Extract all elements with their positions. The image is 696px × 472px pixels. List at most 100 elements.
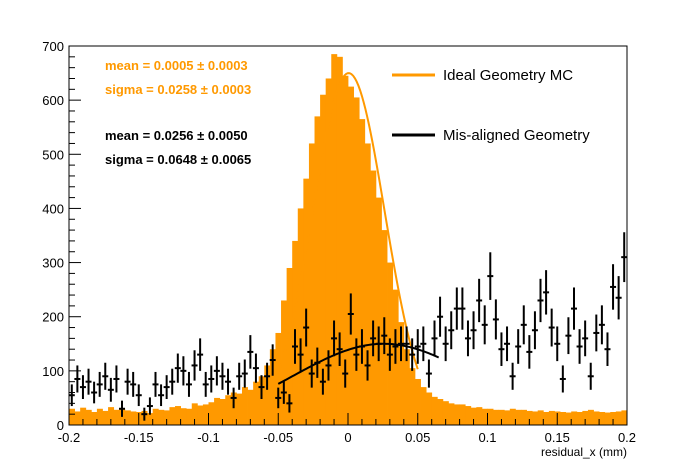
misaligned-point [582, 320, 589, 357]
ideal-bar [576, 412, 583, 425]
ideal-bar [560, 412, 567, 425]
misaligned-point [174, 353, 181, 383]
misaligned-point [498, 332, 505, 366]
ideal-bar [470, 407, 477, 425]
y-tick-label: 500 [42, 147, 64, 162]
ideal-bar [197, 405, 204, 425]
misaligned-point [520, 305, 527, 345]
misaligned-point [610, 264, 617, 310]
ideal-bar [163, 410, 170, 425]
misaligned-point [180, 356, 187, 386]
ideal-bar [214, 397, 221, 425]
misaligned-point [91, 381, 98, 404]
x-tick-label: 0.2 [618, 430, 636, 445]
misaligned-point [325, 350, 332, 381]
ideal-bar [487, 408, 494, 425]
misaligned-point [141, 407, 148, 421]
ideal-bar [537, 410, 544, 425]
misaligned-point [548, 308, 555, 347]
ideal-bar [80, 407, 87, 425]
misaligned-point [370, 320, 377, 357]
misaligned-point [252, 353, 259, 383]
ideal-bar [325, 78, 332, 425]
misaligned-point [124, 368, 131, 395]
misaligned-point [247, 335, 254, 369]
misaligned-point [398, 326, 405, 362]
misaligned-point [381, 317, 388, 355]
ideal-bar [403, 349, 410, 425]
ideal-bar [113, 409, 120, 425]
x-tick-label: -0.2 [58, 430, 80, 445]
ideal-bar [509, 408, 516, 425]
ideal-bar [599, 412, 606, 425]
misaligned-point [476, 278, 483, 323]
ideal-bar [225, 395, 232, 425]
misaligned-point [96, 371, 103, 397]
misaligned-fit-curve [277, 342, 440, 385]
ideal-bar [526, 410, 533, 425]
ideal-bar [264, 365, 271, 425]
misaligned-point [543, 270, 550, 315]
y-tick-label: 0 [57, 418, 64, 433]
misaligned-point [213, 356, 220, 386]
misaligned-point [308, 359, 315, 388]
ideal-bar [186, 408, 193, 425]
misaligned-point [291, 329, 298, 364]
y-tick-label: 600 [42, 93, 64, 108]
ideal-bar [303, 178, 310, 425]
misaligned-point [102, 362, 109, 390]
ideal-bar [476, 407, 483, 425]
misaligned-point [437, 296, 444, 337]
misaligned-point [364, 350, 371, 381]
ideal-bar [587, 409, 594, 425]
y-tick-label: 100 [42, 364, 64, 379]
misaligned-point [509, 362, 516, 390]
ideal-bar [409, 368, 416, 425]
misaligned-point [470, 311, 477, 350]
y-tick-label: 400 [42, 201, 64, 216]
ideal-mean-text: mean = 0.0005 ± 0.0003 [105, 58, 248, 73]
stats-box: mean = 0.0005 ± 0.0003 sigma = 0.0258 ± … [105, 58, 251, 167]
misaligned-point [152, 371, 159, 397]
misaligned-point [303, 308, 310, 347]
ideal-bar [353, 97, 360, 425]
ideal-bar [442, 401, 449, 425]
ideal-bar [130, 411, 137, 425]
ideal-bar [308, 143, 315, 425]
misaligned-point [615, 276, 622, 320]
misaligned-point [481, 305, 488, 345]
misaligned-point [593, 314, 600, 352]
misaligned-point [135, 384, 142, 407]
x-tick-label: 0 [344, 430, 351, 445]
misaligned-point [621, 232, 628, 283]
ideal-bar [253, 381, 260, 425]
misaligned-point [275, 387, 282, 409]
ideal-bar [543, 412, 550, 425]
ideal-bar [85, 409, 92, 425]
ideal-bar [91, 412, 98, 425]
misaligned-point [113, 365, 120, 393]
misaligned-point [531, 311, 538, 350]
misaligned-point [598, 305, 605, 345]
x-axis: -0.2 -0.15 -0.1 -0.05 0 0.05 0.1 0.15 0.2 [58, 413, 636, 445]
misaligned-point [565, 317, 572, 355]
ideal-bar [359, 119, 366, 425]
ideal-bar [342, 75, 349, 426]
ideal-bar [498, 409, 505, 425]
ideal-bar [331, 54, 338, 425]
ideal-bar [124, 410, 131, 425]
ideal-bar [314, 116, 321, 425]
ideal-bar [202, 404, 209, 425]
ideal-bar [604, 412, 611, 425]
x-tick-label: -0.05 [263, 430, 293, 445]
ideal-bar [236, 393, 243, 425]
misaligned-point [236, 362, 243, 390]
misaligned-point [587, 362, 594, 390]
ideal-bar [180, 408, 187, 425]
ideal-bar [348, 86, 354, 425]
misaligned-point [448, 311, 455, 350]
misaligned-point [442, 326, 449, 362]
misaligned-point [537, 278, 544, 323]
ideal-bar [320, 94, 327, 425]
